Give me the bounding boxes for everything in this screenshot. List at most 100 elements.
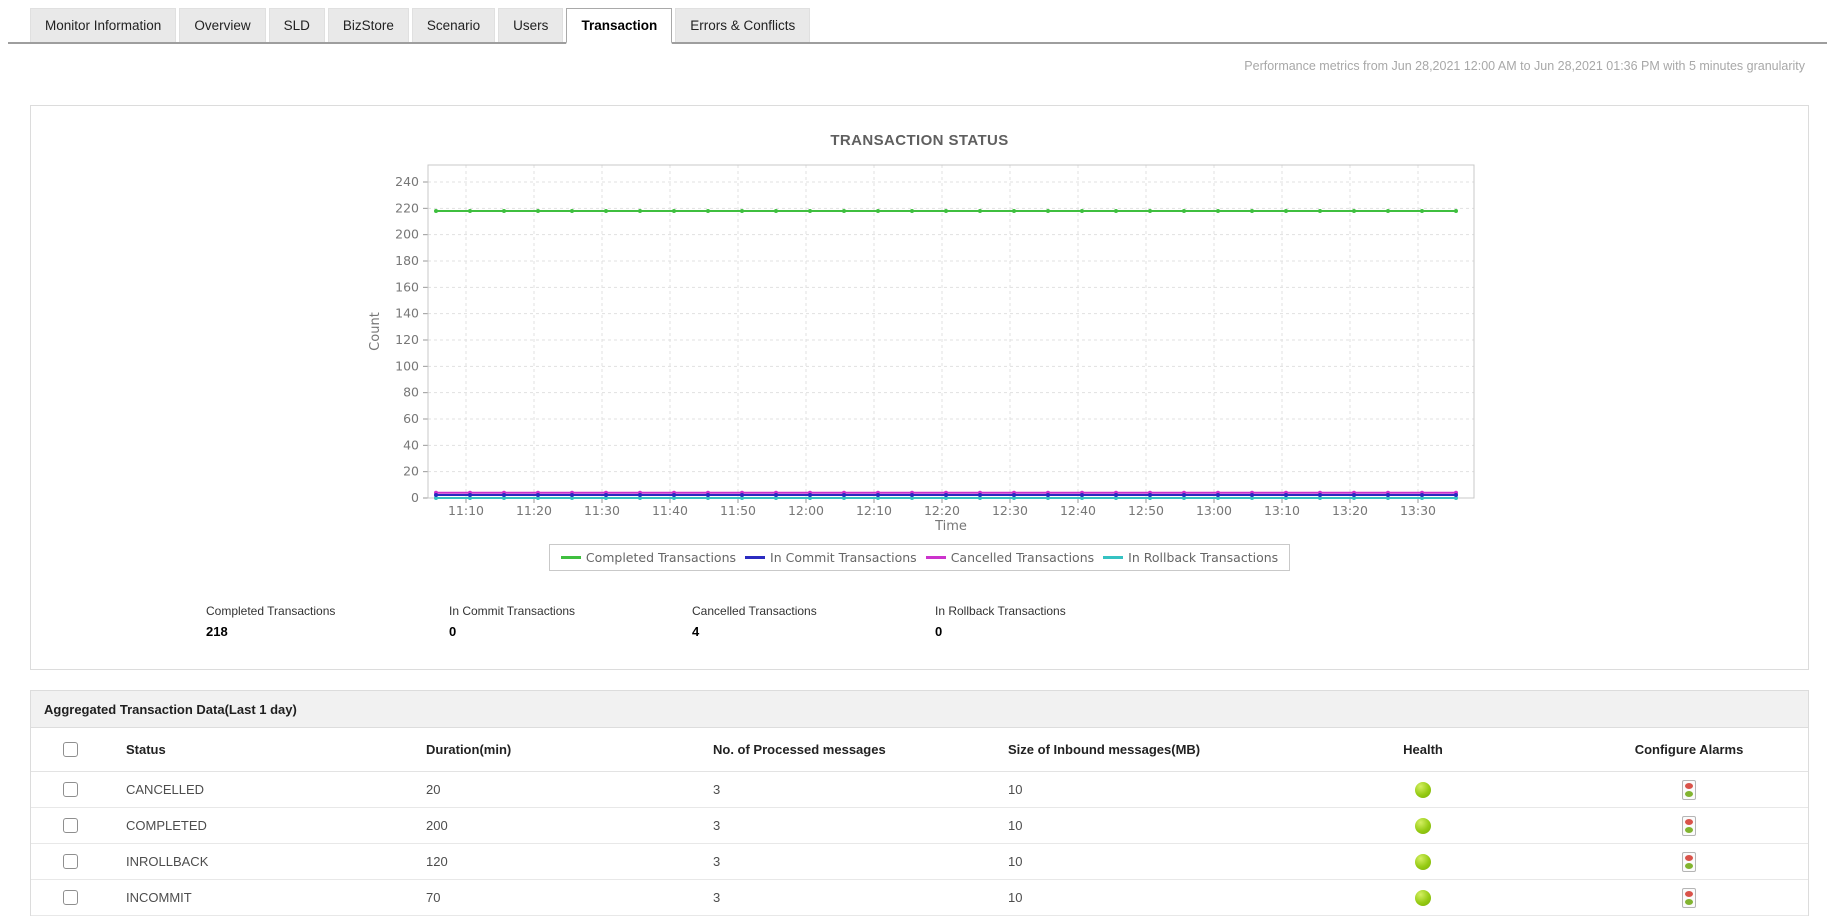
chart-title: TRANSACTION STATUS — [830, 132, 1009, 149]
tab-scenario[interactable]: Scenario — [411, 8, 496, 42]
table-row: INCOMMIT 70 3 10 — [31, 880, 1808, 916]
col-inbound: Size of Inbound messages(MB) — [1008, 742, 1201, 757]
row-checkbox[interactable] — [63, 854, 78, 869]
cell-configure — [1508, 851, 1810, 872]
transaction-status-card: TRANSACTION STATUS 0 20 40 60 80 100 120 140 160… — [30, 105, 1809, 670]
tab-bizstore[interactable]: BizStore — [327, 8, 409, 42]
svg-text:160: 160 — [395, 279, 419, 294]
svg-text:12:00: 12:00 — [788, 503, 824, 518]
tab-overview[interactable]: Overview — [179, 8, 266, 42]
table-header-row: Status Duration(min) No. of Processed me… — [31, 728, 1808, 772]
alarm-green-dot-icon — [1685, 862, 1693, 869]
tab-users[interactable]: Users — [498, 8, 564, 42]
cell-configure — [1508, 887, 1810, 908]
legend-swatch-icon — [560, 556, 581, 559]
svg-text:Time: Time — [934, 519, 967, 534]
health-up-icon[interactable] — [1415, 781, 1431, 798]
cell-status: INCOMMIT — [126, 890, 192, 905]
svg-text:13:20: 13:20 — [1332, 503, 1368, 518]
cell-health — [1338, 817, 1508, 834]
cell-status: CANCELLED — [126, 782, 205, 797]
summary-stat: In Commit Transactions 0 — [449, 604, 575, 639]
legend-label: Completed Transactions — [585, 550, 737, 565]
select-all-checkbox[interactable] — [63, 742, 78, 757]
row-checkbox[interactable] — [63, 782, 78, 797]
summary-stat: In Rollback Transactions 0 — [935, 604, 1066, 639]
svg-text:13:00: 13:00 — [1196, 503, 1232, 518]
cell-duration: 120 — [426, 854, 448, 869]
svg-text:60: 60 — [403, 411, 419, 426]
cell-inbound: 10 — [1008, 782, 1023, 797]
svg-text:220: 220 — [395, 200, 419, 215]
performance-metrics-note: Performance metrics from Jun 28,2021 12:… — [1244, 59, 1805, 73]
cell-status: INROLLBACK — [126, 854, 209, 869]
legend-item: Cancelled Transactions — [925, 550, 1094, 565]
svg-text:200: 200 — [395, 227, 419, 242]
svg-text:180: 180 — [395, 253, 419, 268]
alarm-red-dot-icon — [1685, 890, 1693, 897]
svg-text:0: 0 — [411, 490, 419, 505]
svg-text:11:40: 11:40 — [652, 503, 688, 518]
chart-legend-wrap: Completed Transactions In Commit Transact… — [31, 544, 1808, 571]
tab-transaction[interactable]: Transaction — [566, 8, 673, 44]
cell-health — [1338, 889, 1508, 906]
cell-processed: 3 — [713, 890, 721, 905]
legend-item: Completed Transactions — [560, 550, 737, 565]
aggregated-transaction-card: Aggregated Transaction Data(Last 1 day) … — [30, 690, 1809, 916]
svg-text:100: 100 — [395, 358, 419, 373]
legend-swatch-icon — [1103, 556, 1124, 559]
summary-stat-value: 4 — [692, 624, 700, 639]
svg-text:12:20: 12:20 — [924, 503, 960, 518]
row-checkbox[interactable] — [63, 818, 78, 833]
svg-text:13:30: 13:30 — [1400, 503, 1436, 518]
alarm-green-dot-icon — [1685, 898, 1693, 905]
tab-monitor-information[interactable]: Monitor Information — [30, 8, 177, 42]
summary-row: Completed Transactions 218 In Commit Trans… — [31, 604, 1808, 664]
alarm-red-dot-icon — [1685, 854, 1693, 861]
tab-errors-conflicts[interactable]: Errors & Conflicts — [675, 8, 811, 42]
legend-label: In Rollback Transactions — [1128, 550, 1279, 565]
tab-sld[interactable]: SLD — [268, 8, 325, 42]
svg-text:11:30: 11:30 — [584, 503, 620, 518]
cell-inbound: 10 — [1008, 818, 1023, 833]
cell-health — [1338, 781, 1508, 798]
svg-text:12:30: 12:30 — [992, 503, 1028, 518]
summary-stat-label: In Rollback Transactions — [935, 604, 1066, 618]
col-duration: Duration(min) — [426, 742, 512, 757]
summary-stat-label: Cancelled Transactions — [692, 604, 817, 618]
cell-status: COMPLETED — [126, 818, 207, 833]
table-row: CANCELLED 20 3 10 — [31, 772, 1808, 808]
cell-processed: 3 — [713, 782, 721, 797]
svg-text:11:20: 11:20 — [516, 503, 552, 518]
svg-text:80: 80 — [403, 385, 419, 400]
summary-stat-value: 218 — [206, 624, 228, 639]
svg-text:12:40: 12:40 — [1060, 503, 1096, 518]
health-up-icon[interactable] — [1415, 817, 1431, 834]
health-up-icon[interactable] — [1415, 889, 1431, 906]
table-body: CANCELLED 20 3 10 COMPLETED 200 3 10 — [31, 772, 1808, 916]
cell-configure — [1508, 779, 1810, 800]
svg-text:11:10: 11:10 — [448, 503, 484, 518]
svg-text:120: 120 — [395, 332, 419, 347]
summary-stat-value: 0 — [935, 624, 943, 639]
cell-configure — [1508, 815, 1810, 836]
health-up-icon[interactable] — [1415, 853, 1431, 870]
configure-alarms-icon[interactable] — [1682, 887, 1696, 908]
configure-alarms-icon[interactable] — [1682, 779, 1696, 800]
alarm-red-dot-icon — [1685, 818, 1693, 825]
alarm-green-dot-icon — [1685, 826, 1693, 833]
configure-alarms-icon[interactable] — [1682, 851, 1696, 872]
cell-processed: 3 — [713, 854, 721, 869]
configure-alarms-icon[interactable] — [1682, 815, 1696, 836]
table-title: Aggregated Transaction Data(Last 1 day) — [31, 691, 1808, 728]
row-checkbox[interactable] — [63, 890, 78, 905]
legend-item: In Rollback Transactions — [1103, 550, 1278, 565]
legend-swatch-icon — [925, 556, 946, 559]
chart-legend: Completed Transactions In Commit Transact… — [548, 544, 1291, 571]
col-health: Health — [1403, 742, 1443, 757]
col-configure-alarms: Configure Alarms — [1634, 742, 1744, 757]
col-processed: No. of Processed messages — [713, 742, 886, 757]
transaction-status-chart: 0 20 40 60 80 100 120 140 160 180 200 220 240 11:10 11… — [368, 164, 1475, 534]
table-row: INROLLBACK 120 3 10 — [31, 844, 1808, 880]
legend-item: In Commit Transactions — [745, 550, 917, 565]
